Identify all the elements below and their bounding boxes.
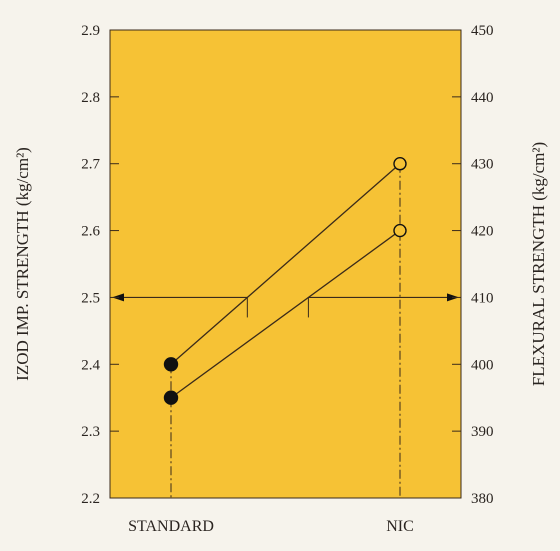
- left-tick-label: 2.4: [81, 357, 100, 373]
- drop-lines: [170, 163, 401, 498]
- category-axis: STANDARD NIC: [128, 518, 414, 535]
- left-tick-label: 2.5: [81, 290, 100, 306]
- series-line-0: [170, 163, 401, 365]
- right-tick-label: 380: [471, 491, 494, 507]
- left-tick-label: 2.8: [81, 90, 100, 106]
- right-tick-label: 400: [471, 357, 494, 373]
- annotation-arrows: [112, 293, 459, 318]
- right-tick-label: 440: [471, 90, 494, 106]
- left-tick-label: 2.6: [81, 224, 100, 240]
- left-tick-label: 2.3: [81, 424, 100, 440]
- left-tick-label: 2.9: [81, 23, 100, 39]
- series-markers: [163, 157, 407, 405]
- right-axis-title: FLEXURAL STRENGTH (kg/cm²): [529, 142, 548, 386]
- category-label: NIC: [386, 518, 414, 535]
- right-tick-label: 430: [471, 157, 494, 173]
- left-axis-title: IZOD IMP. STRENGTH (kg/cm²): [13, 147, 32, 381]
- right-tick-label: 420: [471, 224, 494, 240]
- left-tick-label: 2.7: [81, 157, 100, 173]
- data-point: [163, 390, 179, 405]
- data-point: [393, 223, 407, 238]
- category-label: STANDARD: [128, 518, 214, 535]
- right-tick-label: 390: [471, 424, 494, 440]
- series-lines: [170, 163, 401, 399]
- left-axis: 2.2 2.3 2.4 2.5 2.6 2.7 2.8 2.9: [81, 23, 119, 507]
- right-tick-label: 450: [471, 23, 494, 39]
- right-tick-label: 410: [471, 290, 494, 306]
- series-line-1: [170, 230, 401, 399]
- left-tick-label: 2.2: [81, 491, 100, 507]
- right-axis: 380 390 400 410 420 430 440 450: [452, 23, 494, 507]
- data-point: [163, 357, 179, 372]
- data-point: [393, 157, 407, 171]
